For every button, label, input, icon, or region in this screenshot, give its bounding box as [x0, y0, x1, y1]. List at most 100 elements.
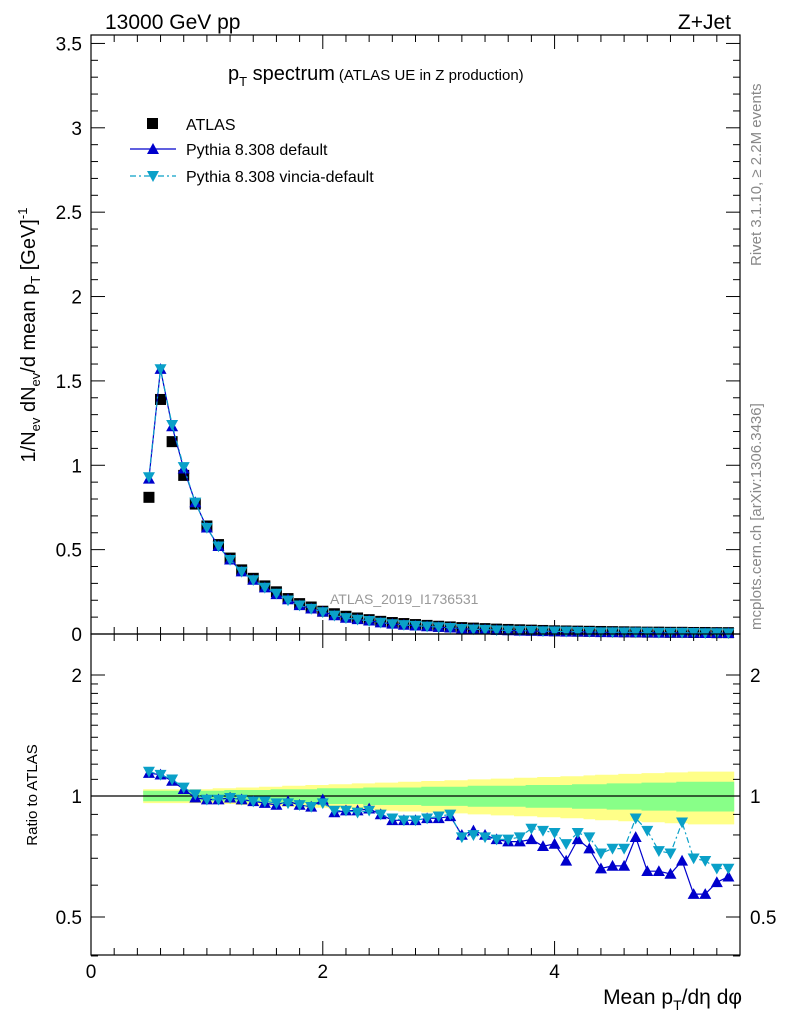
ratio-ytick-label: 0.5: [56, 908, 82, 929]
point-ratio-pythia-default: [525, 833, 538, 845]
point-ratio-pythia-default: [664, 867, 677, 879]
point-ratio-pythia-vincia: [142, 766, 155, 778]
point-ratio-pythia-default: [710, 876, 723, 888]
point-pythia-vincia: [270, 588, 283, 600]
side-text-rivet: Rivet 3.1.10, ≥ 2.2M events: [748, 84, 765, 267]
point-pythia-vincia: [374, 617, 387, 629]
point-ratio-pythia-vincia: [247, 796, 260, 808]
point-pythia-vincia: [282, 595, 295, 607]
point-pythia-vincia: [432, 622, 445, 634]
ratio-ylabel: Ratio to ATLAS: [24, 744, 41, 845]
point-ratio-pythia-vincia: [200, 794, 213, 806]
point-ratio-pythia-vincia: [571, 827, 584, 839]
point-ratio-pythia-default: [606, 859, 619, 871]
series-line-ratio-pythia-vincia: [148, 771, 729, 870]
point-pythia-vincia: [502, 625, 515, 637]
main-ytick-label: 1.5: [56, 372, 82, 393]
point-ratio-pythia-vincia: [328, 805, 341, 817]
main-ytick-label: 1: [71, 456, 82, 477]
point-pythia-vincia: [305, 603, 318, 615]
point-ratio-pythia-default: [676, 854, 689, 866]
main-ytick-label: 3.5: [56, 34, 82, 55]
series-line-pythia-vincia: [148, 368, 729, 634]
point-pythia-vincia: [479, 624, 492, 636]
point-pythia-vincia: [397, 620, 410, 631]
point-pythia-vincia: [154, 364, 167, 376]
point-ratio-pythia-vincia: [235, 794, 248, 806]
point-atlas: [166, 436, 178, 448]
point-ratio-pythia-vincia: [525, 823, 538, 835]
point-ratio-pythia-vincia: [409, 815, 422, 827]
ratio-xlabel: Mean pT/dη dφ: [603, 986, 742, 1013]
point-ratio-pythia-default: [618, 859, 631, 871]
main-ytick-label: 2.5: [56, 203, 82, 224]
point-ratio-pythia-vincia: [316, 798, 329, 810]
ratio-xtick-label: 2: [317, 962, 328, 983]
legend-label-vincia: Pythia 8.308 vincia-default: [186, 169, 374, 186]
legend: ATLAS Pythia 8.308 default Pythia 8.308 …: [130, 117, 374, 186]
point-pythia-vincia: [177, 462, 190, 473]
point-pythia-vincia: [293, 600, 306, 612]
point-ratio-pythia-vincia: [444, 809, 457, 821]
point-pythia-vincia: [316, 607, 329, 619]
point-ratio-pythia-default: [699, 888, 712, 899]
main-title-rest: spectrum: [247, 63, 335, 85]
point-ratio-pythia-vincia: [502, 834, 515, 846]
point-pythia-vincia: [594, 627, 607, 639]
point-ratio-pythia-default: [641, 865, 654, 877]
point-ratio-pythia-vincia: [224, 792, 237, 804]
point-ratio-pythia-vincia: [270, 798, 283, 810]
ratio-xtick-label: 4: [549, 962, 560, 983]
point-atlas: [143, 491, 155, 503]
main-title-note: (ATLAS UE in Z production): [339, 67, 524, 84]
main-ytick-label: 2: [71, 288, 82, 309]
main-ylabel: 1/Nev dNev/d mean pT [GeV]-1: [15, 208, 43, 463]
main-ytick-label: 0.5: [56, 541, 82, 562]
point-pythia-vincia: [618, 627, 631, 639]
watermark: ATLAS_2019_I1736531: [330, 591, 479, 607]
point-ratio-pythia-vincia: [467, 830, 480, 841]
point-pythia-vincia: [328, 610, 341, 622]
point-ratio-pythia-vincia: [293, 800, 306, 811]
point-ratio-pythia-vincia: [455, 832, 468, 844]
point-ratio-pythia-vincia: [560, 839, 573, 850]
point-ratio-pythia-vincia: [479, 832, 492, 844]
point-pythia-vincia: [386, 619, 399, 631]
point-ratio-pythia-vincia: [212, 794, 225, 806]
main-title-p: p: [228, 63, 239, 85]
point-pythia-vincia: [339, 613, 352, 624]
header-right: Z+Jet: [678, 11, 731, 34]
point-ratio-pythia-vincia: [282, 798, 295, 810]
point-ratio-pythia-vincia: [606, 843, 619, 855]
point-ratio-pythia-vincia: [652, 846, 665, 857]
legend-marker-default: [147, 143, 159, 154]
point-ratio-pythia-default: [687, 888, 700, 899]
point-ratio-pythia-vincia: [177, 782, 190, 794]
point-pythia-vincia: [467, 624, 480, 636]
header-left: 13000 GeV pp: [105, 11, 240, 34]
point-ratio-pythia-vincia: [154, 769, 167, 781]
point-ratio-pythia-default: [652, 865, 665, 877]
point-pythia-vincia: [142, 472, 155, 484]
point-ratio-pythia-vincia: [676, 817, 689, 829]
legend-marker-atlas: [147, 118, 158, 129]
point-pythia-vincia: [583, 627, 596, 638]
point-ratio-pythia-default: [594, 862, 607, 874]
point-ratio-pythia-vincia: [513, 832, 526, 844]
point-ratio-pythia-vincia: [548, 827, 561, 839]
point-pythia-vincia: [490, 625, 503, 637]
ratio-ytick-label-right: 1: [750, 787, 761, 808]
point-ratio-pythia-default: [722, 870, 735, 882]
point-ratio-pythia-vincia: [583, 832, 596, 844]
main-title-sub: T: [239, 74, 247, 89]
point-ratio-pythia-default: [583, 842, 596, 854]
point-ratio-pythia-vincia: [386, 813, 399, 825]
point-pythia-vincia: [525, 625, 538, 637]
main-ytick-label: 3: [71, 119, 82, 140]
side-text-mcplots: mcplots.cern.ch [arXiv:1306.3436]: [748, 403, 765, 630]
point-ratio-pythia-vincia: [397, 815, 410, 827]
point-pythia-vincia: [629, 627, 642, 639]
point-ratio-pythia-vincia: [641, 825, 654, 837]
point-ratio-pythia-vincia: [166, 774, 179, 786]
